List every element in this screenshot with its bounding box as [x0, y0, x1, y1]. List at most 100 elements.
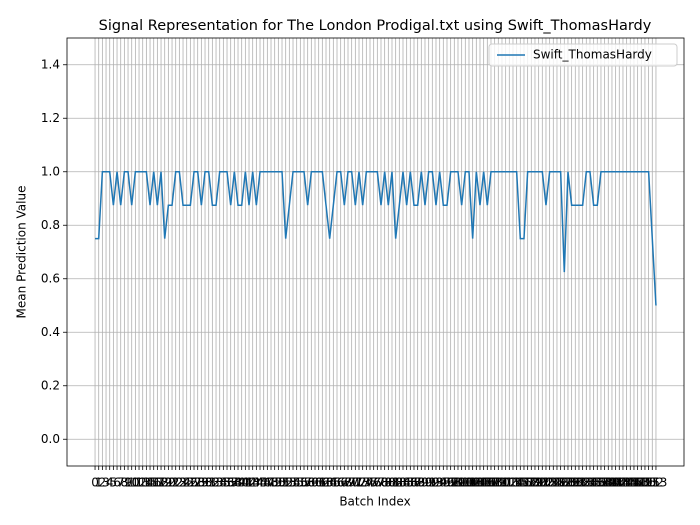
- x-tick-label: 115: [505, 476, 528, 490]
- x-tick-label: 144: [612, 476, 635, 490]
- x-tick-label: 140: [597, 476, 620, 490]
- x-tick-label: 63: [318, 476, 333, 490]
- y-tick-label: 1.4: [41, 57, 60, 71]
- y-tick-label: 1.0: [41, 164, 60, 178]
- x-tick-label: 131: [564, 476, 587, 490]
- x-tick-label: 86: [403, 476, 418, 490]
- x-tick-label: 81: [384, 476, 399, 490]
- x-tick-label: 34: [212, 476, 227, 490]
- x-tick-label: 153: [645, 476, 668, 490]
- x-tick-label: 91: [421, 476, 436, 490]
- plot-frame: [66, 37, 685, 467]
- legend-box: [488, 43, 678, 67]
- x-tick-label: 5: [110, 476, 118, 490]
- x-tick-label: 33: [208, 476, 223, 490]
- x-tick-label: 89: [414, 476, 429, 490]
- x-tick-label: 41: [238, 476, 253, 490]
- x-tick-label: 127: [549, 476, 572, 490]
- x-tick-label: 25: [179, 476, 194, 490]
- x-tick-label: 11: [128, 476, 143, 490]
- x-tick-label: 145: [615, 476, 638, 490]
- x-tick-label: 152: [641, 476, 664, 490]
- y-tick-label: 0.4: [41, 325, 60, 339]
- x-tick-label: 123: [535, 476, 558, 490]
- x-tick-label: 42: [241, 476, 256, 490]
- x-tick-label: 130: [560, 476, 583, 490]
- x-tick-label: 56: [293, 476, 308, 490]
- x-tick-label: 132: [568, 476, 591, 490]
- y-tick-label: 0.0: [41, 432, 60, 446]
- x-tick-label: 64: [322, 476, 337, 490]
- x-tick-label: 12: [131, 476, 146, 490]
- x-tick-label: 135: [579, 476, 602, 490]
- x-tick-label: 142: [604, 476, 627, 490]
- x-tick-label: 77: [370, 476, 385, 490]
- x-tick-label: 72: [351, 476, 366, 490]
- x-tick-label: 66: [329, 476, 344, 490]
- x-tick-label: 54: [285, 476, 300, 490]
- x-tick-label: 137: [586, 476, 609, 490]
- x-tick-label: 17: [150, 476, 165, 490]
- x-tick-label: 104: [465, 476, 488, 490]
- x-tick-label: 105: [469, 476, 492, 490]
- x-tick-label: 53: [282, 476, 297, 490]
- x-tick-label: 27: [186, 476, 201, 490]
- legend-label: Swift_ThomasHardy: [533, 48, 652, 62]
- x-tick-label: 92: [425, 476, 440, 490]
- x-tick-label: 122: [531, 476, 554, 490]
- x-tick-label: 10: [124, 476, 139, 490]
- x-tick-label: 106: [472, 476, 495, 490]
- x-tick-label: 101: [454, 476, 477, 490]
- x-tick-label: 9: [124, 476, 132, 490]
- x-tick-label: 47: [260, 476, 275, 490]
- x-tick-label: 38: [227, 476, 242, 490]
- x-tick-label: 32: [205, 476, 220, 490]
- x-tick-label: 15: [142, 476, 157, 490]
- x-tick-label: 7: [117, 476, 125, 490]
- x-tick-label: 22: [168, 476, 183, 490]
- x-tick-label: 138: [590, 476, 613, 490]
- x-tick-label: 59: [304, 476, 319, 490]
- x-tick-label: 124: [538, 476, 561, 490]
- x-tick-label: 136: [582, 476, 605, 490]
- x-tick-label: 65: [326, 476, 341, 490]
- x-tick-label: 58: [300, 476, 315, 490]
- x-tick-label: 30: [197, 476, 212, 490]
- x-tick-label: 8: [121, 476, 129, 490]
- x-tick-label: 126: [546, 476, 569, 490]
- x-tick-label: 121: [527, 476, 550, 490]
- x-tick-label: 48: [263, 476, 278, 490]
- x-tick-label: 70: [344, 476, 359, 490]
- x-tick-label: 111: [491, 476, 514, 490]
- x-tick-label: 46: [256, 476, 271, 490]
- x-tick-label: 100: [450, 476, 473, 490]
- x-tick-label: 134: [575, 476, 598, 490]
- x-tick-label: 99: [450, 476, 465, 490]
- x-tick-label: 40: [234, 476, 249, 490]
- x-tick-label: 2: [99, 476, 107, 490]
- x-tick-label: 49: [267, 476, 282, 490]
- x-tick-label: 143: [608, 476, 631, 490]
- x-tick-label: 82: [388, 476, 403, 490]
- x-tick-label: 28: [190, 476, 205, 490]
- x-tick-label: 50: [271, 476, 286, 490]
- x-tick-label: 68: [337, 476, 352, 490]
- x-tick-label: 96: [439, 476, 454, 490]
- x-tick-label: 36: [219, 476, 234, 490]
- x-tick-label: 94: [432, 476, 447, 490]
- x-tick-label: 93: [428, 476, 443, 490]
- x-tick-label: 151: [637, 476, 660, 490]
- x-tick-label: 61: [311, 476, 326, 490]
- x-tick-label: 147: [623, 476, 646, 490]
- x-tick-label: 24: [175, 476, 190, 490]
- chart-title: Signal Representation for The London Pro…: [99, 18, 652, 34]
- x-tick-label: 146: [619, 476, 642, 490]
- x-tick-label: 119: [520, 476, 543, 490]
- x-tick-label: 55: [289, 476, 304, 490]
- x-tick-label: 149: [630, 476, 653, 490]
- x-tick-label: 45: [252, 476, 267, 490]
- x-tick-label: 88: [410, 476, 425, 490]
- x-tick-label: 74: [359, 476, 374, 490]
- x-tick-label: 125: [542, 476, 565, 490]
- x-tick-label: 75: [362, 476, 377, 490]
